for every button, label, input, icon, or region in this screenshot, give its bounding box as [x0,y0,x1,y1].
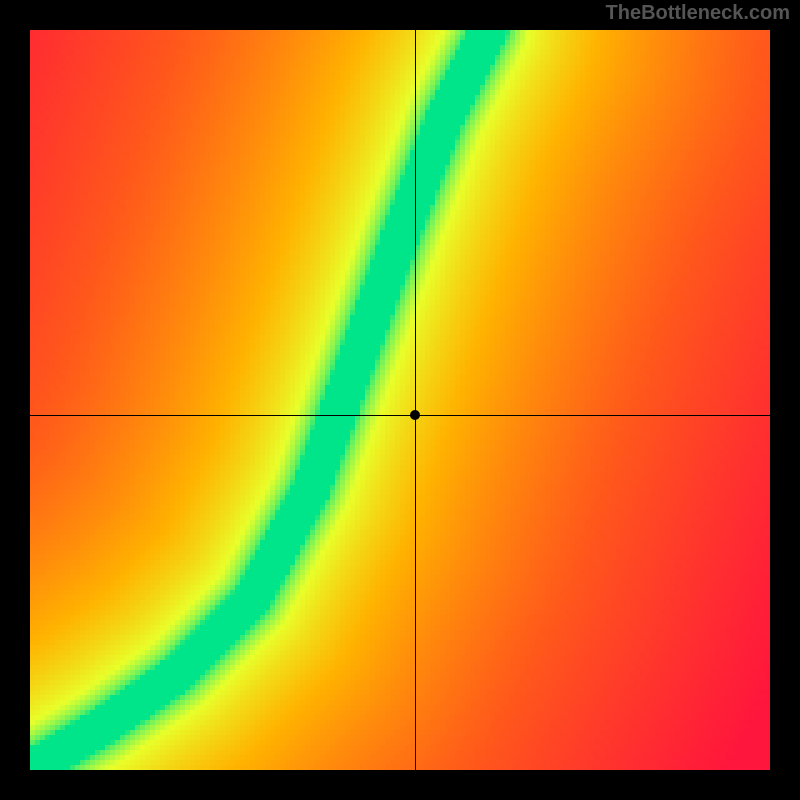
watermark-text: TheBottleneck.com [606,2,790,25]
crosshair-vertical [415,30,416,770]
heatmap-canvas [30,30,770,770]
crosshair-horizontal [30,415,770,416]
heatmap-plot [30,30,770,770]
crosshair-marker [410,410,420,420]
